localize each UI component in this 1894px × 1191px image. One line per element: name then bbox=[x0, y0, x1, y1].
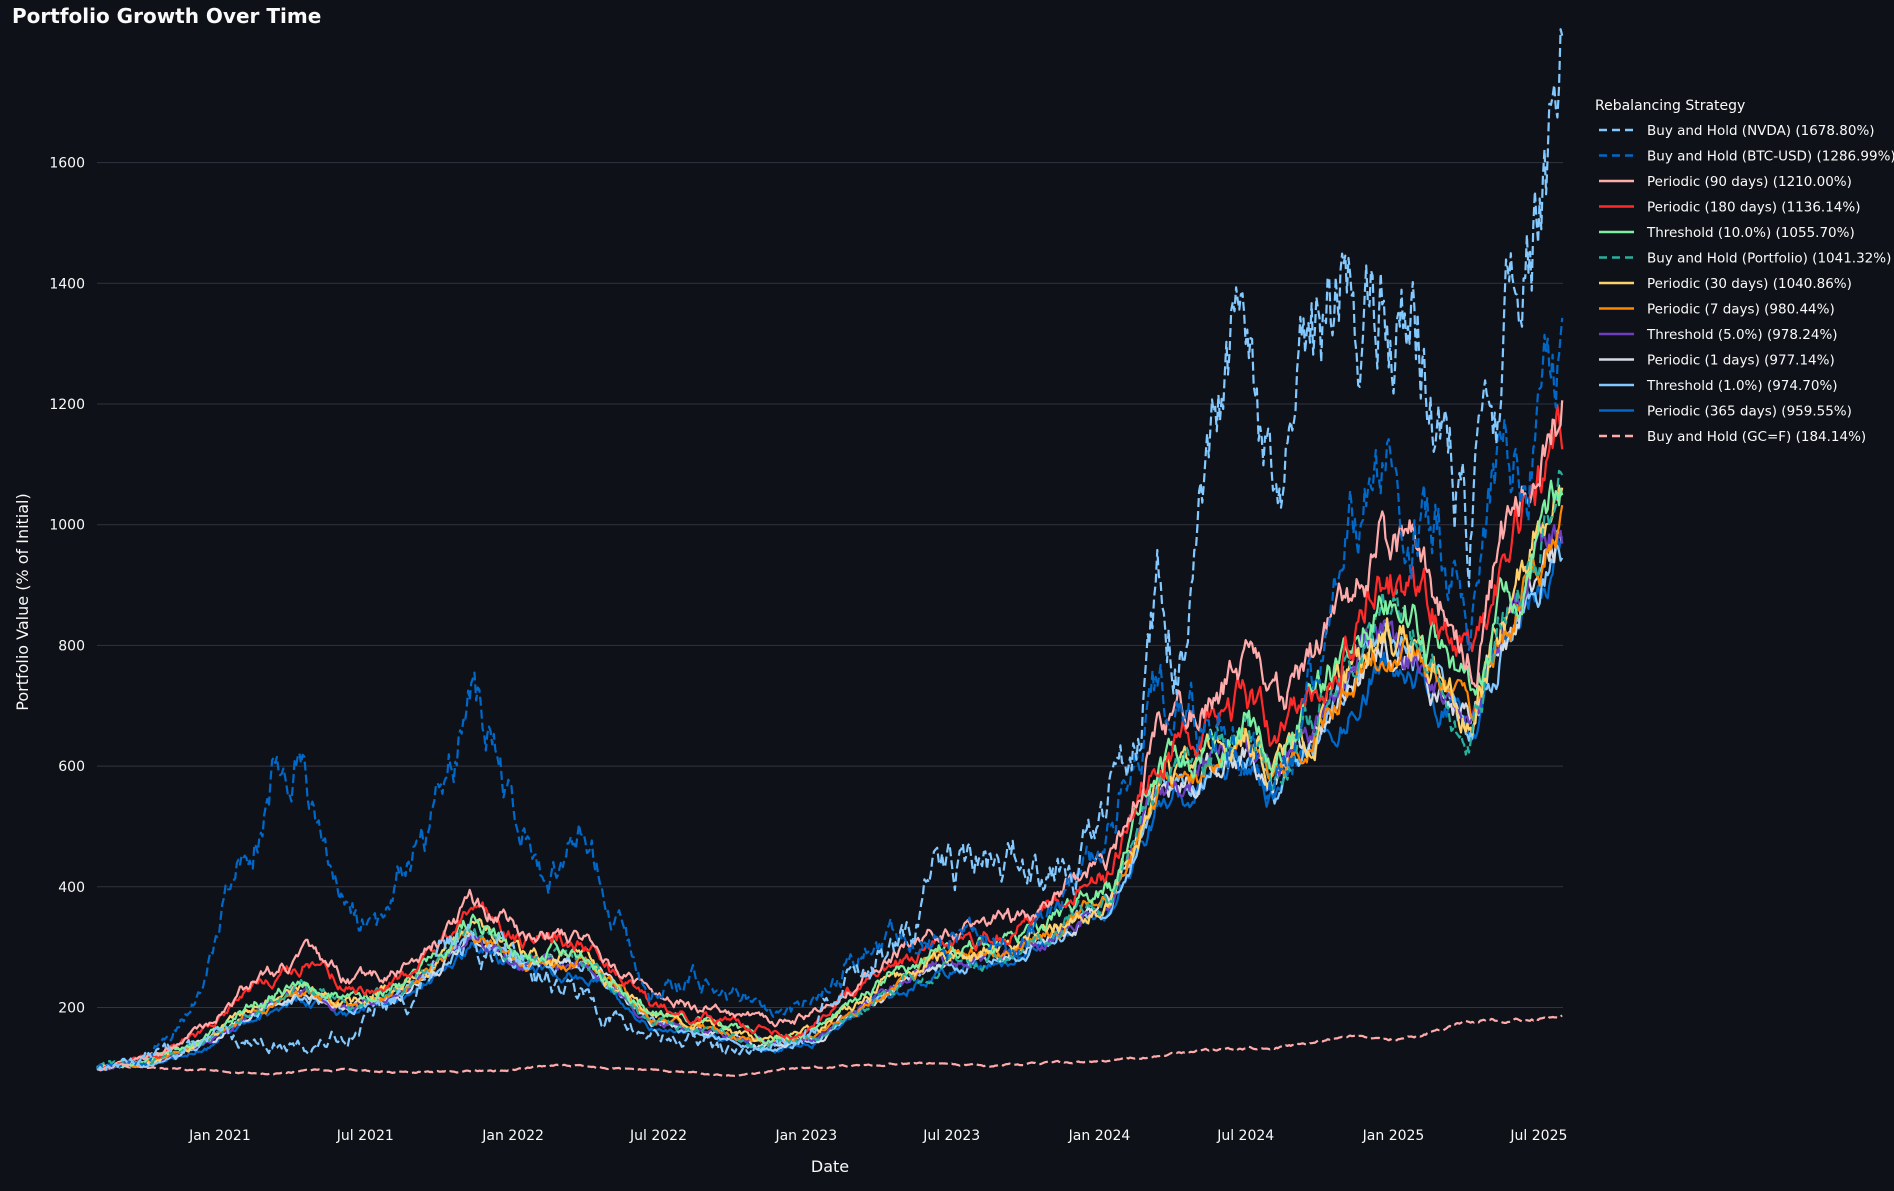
y-tick-label: 1200 bbox=[49, 397, 85, 413]
x-tick-label: Jul 2022 bbox=[629, 1128, 687, 1144]
x-axis-ticks: Jan 2021 Jul 2021 Jan 2022 Jul 2022 Jan 2023… bbox=[188, 1128, 1567, 1144]
legend-item-label: Buy and Hold (GC=F) (184.14%) bbox=[1647, 429, 1866, 445]
series-line bbox=[96, 536, 1564, 1071]
y-tick-label: 400 bbox=[58, 880, 85, 896]
plot-area bbox=[96, 28, 1564, 1078]
series-line bbox=[96, 317, 1564, 1070]
legend-item-label: Buy and Hold (BTC-USD) (1286.99%) bbox=[1647, 149, 1894, 165]
series-line bbox=[96, 28, 1564, 1073]
x-tick-label: Jan 2025 bbox=[1362, 1128, 1425, 1144]
series-line bbox=[96, 1014, 1563, 1078]
y-tick-label: 1000 bbox=[49, 518, 85, 534]
y-tick-label: 1400 bbox=[49, 276, 85, 292]
y-axis-ticks: 200 400 600 800 1000 1200 1400 1600 bbox=[49, 156, 85, 1017]
chart-title: Portfolio Growth Over Time bbox=[12, 4, 321, 28]
x-tick-label: Jul 2025 bbox=[1509, 1128, 1567, 1144]
legend-item-label: Threshold (1.0%) (974.70%) bbox=[1646, 378, 1838, 394]
x-tick-label: Jan 2022 bbox=[481, 1128, 544, 1144]
legend-item-label: Periodic (365 days) (959.55%) bbox=[1647, 404, 1852, 420]
x-tick-label: Jan 2024 bbox=[1068, 1128, 1131, 1144]
y-tick-label: 600 bbox=[58, 759, 85, 775]
series-line bbox=[96, 529, 1564, 1070]
legend-item-label: Periodic (7 days) (980.44%) bbox=[1647, 302, 1835, 318]
series-line bbox=[96, 400, 1564, 1072]
x-tick-label: Jan 2023 bbox=[774, 1128, 837, 1144]
legend-item-label: Buy and Hold (Portfolio) (1041.32%) bbox=[1647, 251, 1891, 267]
legend-item-label: Periodic (1 days) (977.14%) bbox=[1647, 353, 1835, 369]
x-tick-label: Jul 2021 bbox=[336, 1128, 394, 1144]
series-line bbox=[96, 404, 1564, 1070]
y-axis-title: Portfolio Value (% of Initial) bbox=[13, 493, 32, 710]
x-tick-label: Jul 2023 bbox=[922, 1128, 980, 1144]
legend-item-label: Threshold (5.0%) (978.24%) bbox=[1646, 327, 1838, 343]
x-tick-label: Jan 2021 bbox=[188, 1128, 251, 1144]
x-tick-label: Jul 2024 bbox=[1216, 1128, 1274, 1144]
legend-item-label: Periodic (180 days) (1136.14%) bbox=[1647, 200, 1861, 216]
series-line bbox=[96, 505, 1564, 1071]
legend-item-label: Threshold (10.0%) (1055.70%) bbox=[1646, 225, 1855, 241]
series-line bbox=[96, 479, 1564, 1069]
legend: Rebalancing Strategy Buy and Hold (NVDA)… bbox=[1595, 98, 1894, 445]
legend-item-label: Buy and Hold (NVDA) (1678.80%) bbox=[1647, 123, 1875, 139]
series-line bbox=[96, 543, 1564, 1069]
series-line bbox=[96, 484, 1564, 1070]
y-tick-label: 1600 bbox=[49, 156, 85, 172]
legend-item-label: Periodic (30 days) (1040.86%) bbox=[1647, 276, 1852, 292]
y-tick-label: 200 bbox=[58, 1000, 85, 1016]
legend-item-label: Periodic (90 days) (1210.00%) bbox=[1647, 174, 1852, 190]
x-axis-title: Date bbox=[811, 1157, 849, 1176]
series-line bbox=[96, 523, 1564, 1072]
grid-lines bbox=[97, 162, 1563, 1008]
legend-title: Rebalancing Strategy bbox=[1595, 98, 1745, 114]
y-tick-label: 800 bbox=[58, 638, 85, 654]
series-line bbox=[96, 469, 1564, 1069]
